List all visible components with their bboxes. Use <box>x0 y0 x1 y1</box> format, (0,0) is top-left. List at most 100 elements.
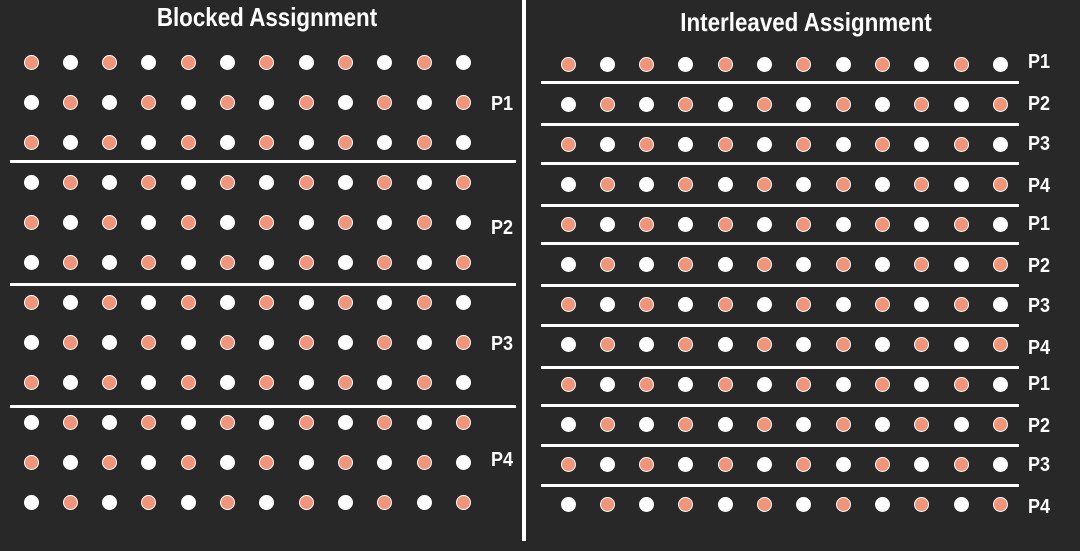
highlight-dot <box>23 454 39 470</box>
highlight-dot <box>377 94 393 110</box>
row-label: P1 <box>1028 213 1051 235</box>
white-dot <box>639 256 655 272</box>
white-dot <box>377 134 393 150</box>
white-dot <box>953 256 969 272</box>
highlight-dot <box>416 214 432 230</box>
highlight-dot <box>599 256 615 272</box>
highlight-dot <box>874 56 890 72</box>
white-dot <box>992 296 1008 312</box>
highlight-dot <box>377 254 393 270</box>
highlight-dot <box>141 334 157 350</box>
white-dot <box>757 56 772 72</box>
white-dot <box>23 414 39 430</box>
white-dot <box>599 216 615 232</box>
highlight-dot <box>874 456 890 472</box>
white-dot <box>220 454 235 470</box>
highlight-dot <box>639 296 655 312</box>
white-dot <box>717 96 733 112</box>
highlight-dot <box>220 334 235 350</box>
white-dot <box>141 54 157 70</box>
white-dot <box>874 96 890 112</box>
white-dot <box>23 254 39 270</box>
highlight-dot <box>560 136 576 152</box>
white-dot <box>220 374 235 390</box>
white-dot <box>220 54 235 70</box>
highlight-dot <box>337 214 353 230</box>
highlight-dot <box>560 216 576 232</box>
highlight-dot <box>874 296 890 312</box>
row-divider-line <box>541 81 1019 84</box>
highlight-dot <box>102 374 118 390</box>
highlight-dot <box>796 216 812 232</box>
highlight-dot <box>717 456 733 472</box>
white-dot <box>62 134 78 150</box>
white-dot <box>259 494 275 510</box>
highlight-dot <box>874 136 890 152</box>
white-dot <box>599 136 615 152</box>
block-divider-line <box>10 405 516 408</box>
white-dot <box>796 176 812 192</box>
white-dot <box>874 176 890 192</box>
highlight-dot <box>874 216 890 232</box>
white-dot <box>298 214 314 230</box>
highlight-dot <box>678 496 694 512</box>
highlight-dot <box>717 376 733 392</box>
row-divider-line <box>541 366 1019 369</box>
highlight-dot <box>717 56 733 72</box>
white-dot <box>455 454 471 470</box>
white-dot <box>102 254 118 270</box>
white-dot <box>560 416 576 432</box>
white-dot <box>298 374 314 390</box>
highlight-dot <box>914 496 930 512</box>
highlight-dot <box>992 176 1008 192</box>
row-label: P3 <box>1028 133 1051 155</box>
highlight-dot <box>377 494 393 510</box>
highlight-dot <box>416 294 432 310</box>
row-label: P1 <box>1028 373 1051 395</box>
row-label: P4 <box>1028 337 1051 359</box>
highlight-dot <box>259 214 275 230</box>
highlight-dot <box>953 456 969 472</box>
white-dot <box>639 336 655 352</box>
white-dot <box>220 214 235 230</box>
white-dot <box>757 216 772 232</box>
highlight-dot <box>874 376 890 392</box>
white-dot <box>62 454 78 470</box>
highlight-dot <box>102 294 118 310</box>
highlight-dot <box>259 374 275 390</box>
white-dot <box>717 496 733 512</box>
white-dot <box>377 454 393 470</box>
white-dot <box>102 414 118 430</box>
white-dot <box>639 176 655 192</box>
white-dot <box>337 494 353 510</box>
highlight-dot <box>180 294 196 310</box>
highlight-dot <box>180 134 196 150</box>
highlight-dot <box>62 414 78 430</box>
highlight-dot <box>377 414 393 430</box>
highlight-dot <box>220 94 235 110</box>
white-dot <box>180 494 196 510</box>
white-dot <box>298 454 314 470</box>
row-label: P4 <box>1028 175 1051 197</box>
highlight-dot <box>180 54 196 70</box>
white-dot <box>835 456 851 472</box>
white-dot <box>953 416 969 432</box>
white-dot <box>992 136 1008 152</box>
white-dot <box>835 216 851 232</box>
highlight-dot <box>259 54 275 70</box>
highlight-dot <box>992 416 1008 432</box>
highlight-dot <box>953 136 969 152</box>
highlight-dot <box>639 456 655 472</box>
white-dot <box>180 174 196 190</box>
highlight-dot <box>560 456 576 472</box>
white-dot <box>337 94 353 110</box>
white-dot <box>678 136 694 152</box>
white-dot <box>141 134 157 150</box>
highlight-dot <box>639 136 655 152</box>
highlight-dot <box>220 254 235 270</box>
row-label: P3 <box>1028 295 1051 317</box>
highlight-dot <box>953 216 969 232</box>
highlight-dot <box>796 376 812 392</box>
highlight-dot <box>599 416 615 432</box>
white-dot <box>298 134 314 150</box>
